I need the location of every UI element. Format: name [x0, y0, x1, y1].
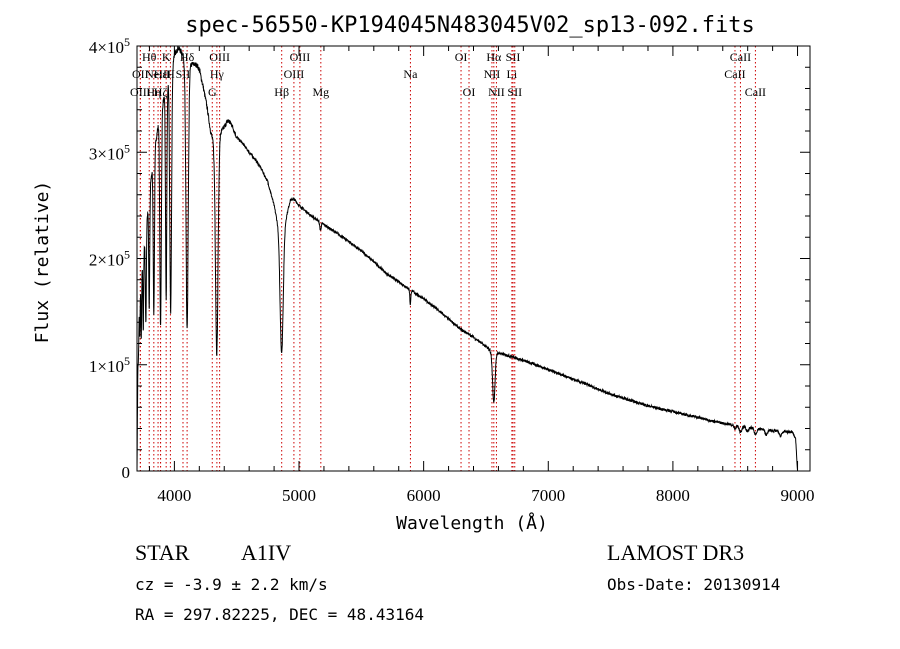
line-marker-label: OIII [209, 50, 230, 64]
line-marker-label: G [208, 85, 217, 99]
line-marker-label: K [162, 50, 171, 64]
line-marker-label: H [166, 67, 175, 81]
y-axis-label: Flux (relative) [32, 181, 53, 344]
line-marker-label: CaII [745, 85, 766, 99]
object-class: STAR [135, 540, 190, 565]
line-marker-label: OI [463, 85, 476, 99]
chart-title: spec-56550-KP194045N483045V02_sp13-092.f… [185, 13, 755, 38]
line-marker-label: Hα [486, 50, 502, 64]
line-marker-label: CaII [730, 50, 751, 64]
line-marker-label: Na [403, 67, 418, 81]
x-tick-label: 6000 [407, 486, 441, 505]
x-axis-label: Wavelength (Å) [396, 512, 548, 534]
spectrum-series [136, 46, 798, 472]
y-tick-label: 2×105 [89, 248, 130, 270]
line-marker-label: OIII [290, 50, 311, 64]
line-marker-label: NeIII [145, 67, 171, 81]
redshift-cz: cz = -3.9 ± 2.2 km/s [135, 575, 328, 594]
line-marker-label: Mg [312, 85, 329, 99]
observation-date: Obs-Date: 20130914 [607, 575, 781, 594]
line-marker-label: SII [507, 85, 522, 99]
coordinates: RA = 297.82225, DEC = 48.43164 [135, 605, 424, 624]
y-tick-label: 4×105 [89, 35, 130, 57]
line-marker-label: Hγ [210, 67, 225, 81]
y-tick-label: 3×105 [89, 141, 130, 163]
spectrum-line [136, 46, 798, 472]
line-marker-label: NII [484, 67, 501, 81]
line-marker-label: OIII [284, 67, 305, 81]
y-tick-label: 0 [122, 463, 131, 482]
line-marker-label: Hθ [142, 50, 157, 64]
spectral-subclass: A1IV [241, 540, 292, 565]
line-marker-label: CaII [724, 67, 745, 81]
line-marker-label: Li [507, 67, 518, 81]
line-marker-label: OIII [130, 85, 151, 99]
x-tick-label: 8000 [656, 486, 690, 505]
x-axis: 4000 5000 6000 7000 8000 9000 [148, 46, 815, 505]
line-marker-label: OI [455, 50, 468, 64]
x-tick-label: 4000 [157, 486, 191, 505]
y-axis: 0 1×105 2×105 3×105 4×105 [89, 35, 810, 482]
line-marker-label: SII [176, 67, 191, 81]
x-tick-label: 7000 [531, 486, 565, 505]
line-marker-label: Hζ [154, 85, 168, 99]
plot-frame [136, 45, 811, 472]
x-tick-label: 5000 [282, 486, 316, 505]
y-tick-label: 1×105 [89, 354, 130, 376]
line-marker-label: Hβ [274, 85, 289, 99]
line-marker-label: NII [488, 85, 505, 99]
survey-name: LAMOST DR3 [607, 540, 745, 565]
line-marker-label: SII [506, 50, 521, 64]
x-tick-label: 9000 [781, 486, 815, 505]
